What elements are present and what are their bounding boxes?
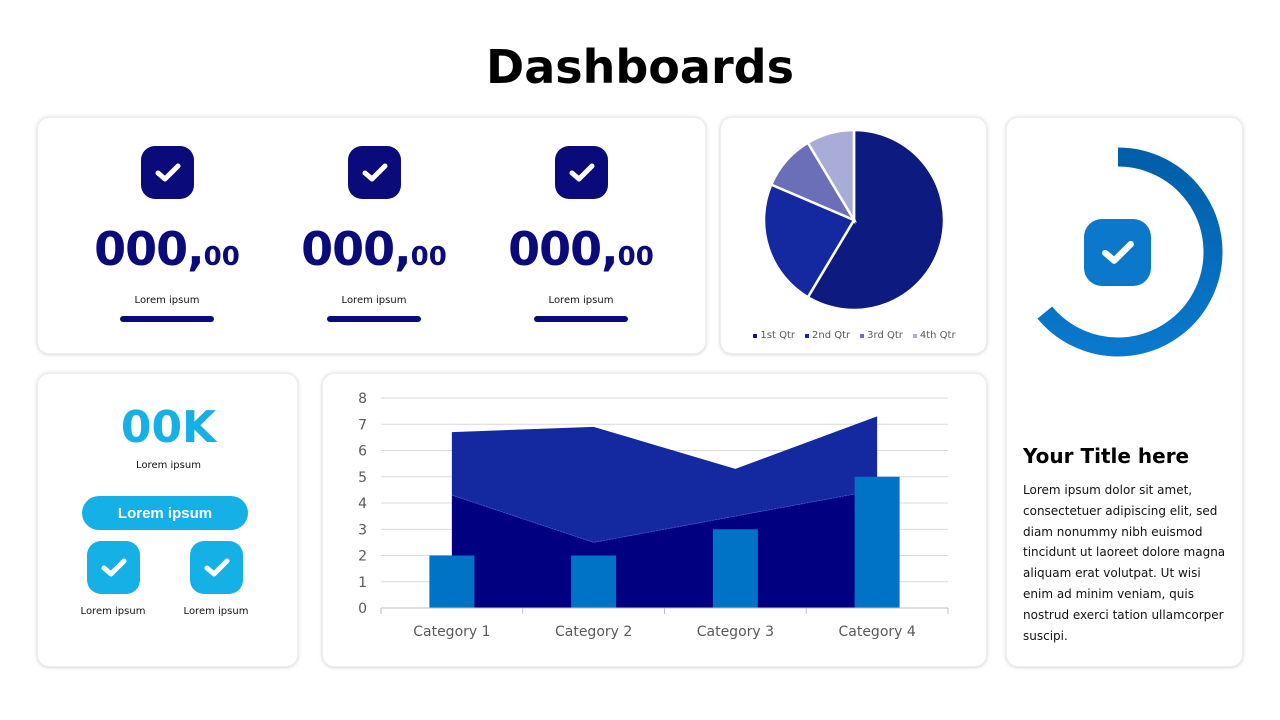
pie-chart: [762, 128, 946, 312]
legend-swatch: [753, 333, 758, 338]
kpi-item: 000,00 Lorem ipsum: [274, 118, 474, 355]
lorem-ipsum-button[interactable]: Lorem ipsum: [82, 496, 248, 530]
x-tick-label: Category 4: [838, 624, 915, 640]
check-icon: [348, 146, 401, 199]
legend-swatch: [805, 333, 809, 338]
kpi-item: 000,00 Lorem ipsum: [481, 118, 681, 355]
y-tick-label: 5: [358, 470, 367, 486]
progress-card: Your Title here Lorem ipsum dolor sit am…: [1006, 117, 1243, 667]
legend-label: 2nd Qtr: [812, 330, 851, 341]
pie-chart-card: 1st Qtr 2nd Qtr 3rd Qtr 4th Qtr: [720, 117, 987, 354]
check-icon: [190, 541, 243, 594]
legend-swatch: [912, 333, 917, 338]
area-series-2: [451, 416, 878, 543]
progress-ring: [1037, 147, 1223, 357]
pie-slice: [806, 128, 946, 312]
y-tick-label: 2: [358, 549, 367, 565]
y-tick-label: 3: [358, 522, 367, 538]
summary-item-label: Lorem ipsum: [183, 606, 249, 617]
x-tick-label: Category 2: [555, 624, 632, 640]
legend-label: 4th Qtr: [919, 330, 956, 341]
kpi-label: Lorem ipsum: [548, 295, 614, 306]
legend-label: 1st Qtr: [760, 330, 795, 341]
legend-item: 4th Qtr: [912, 330, 956, 341]
summary-card: 00K Lorem ipsum Lorem ipsum Lorem ipsum …: [37, 373, 298, 667]
legend-item: 3rd Qtr: [860, 330, 903, 341]
area-bar-chart: 0 1 2 3 4 5 6 7 8 Category 1 Category 2 Category 3 C…: [358, 391, 949, 640]
check-icon: [141, 146, 194, 199]
kpi-value: 000,00: [94, 222, 240, 276]
pie-legend: 1st Qtr 2nd Qtr 3rd Qtr 4th Qtr: [721, 330, 988, 341]
y-tick-label: 0: [358, 601, 367, 617]
kpi-label: Lorem ipsum: [341, 295, 407, 306]
y-tick-label: 6: [358, 444, 367, 460]
kpi-value: 000,00: [508, 222, 654, 276]
summary-value-label: Lorem ipsum: [136, 460, 201, 471]
kpi-value: 000,00: [301, 222, 447, 276]
bar: [429, 555, 475, 608]
y-tick-label: 1: [358, 575, 367, 591]
bar: [712, 529, 758, 608]
check-icon: [87, 541, 140, 594]
bar: [854, 476, 900, 608]
check-icon: [555, 146, 608, 199]
page-title: Dashboards: [486, 40, 794, 94]
pie-slice: [762, 182, 856, 299]
progress-arc: [1037, 147, 1223, 357]
area-chart-card: 0 1 2 3 4 5 6 7 8 Category 1 Category 2 Category 3 C…: [322, 373, 987, 667]
area-series-1: [451, 489, 878, 608]
x-tick-label: Category 1: [413, 624, 490, 640]
pie-slice: [806, 128, 856, 225]
kpi-underline: [327, 316, 421, 322]
kpi-underline: [534, 316, 628, 322]
y-tick-label: 7: [358, 417, 367, 433]
card-body-text: Lorem ipsum dolor sit amet, consectetuer…: [1023, 483, 1226, 643]
x-tick-label: Category 3: [697, 624, 774, 640]
summary-value: 00K: [120, 402, 217, 453]
check-icon: [1084, 219, 1151, 286]
y-tick-label: 4: [358, 496, 367, 512]
kpi-item: 000,00 Lorem ipsum: [67, 118, 267, 355]
legend-swatch: [860, 333, 865, 338]
y-tick-label: 8: [358, 391, 367, 407]
kpi-label: Lorem ipsum: [134, 295, 200, 306]
bar: [571, 555, 617, 608]
card-title: Your Title here: [1023, 444, 1190, 468]
legend-item: 1st Qtr: [753, 330, 795, 341]
legend-label: 3rd Qtr: [867, 330, 903, 341]
summary-item-label: Lorem ipsum: [80, 606, 146, 617]
legend-item: 2nd Qtr: [805, 330, 850, 341]
kpi-underline: [120, 316, 214, 322]
kpi-card: 000,00 Lorem ipsum 000,00 Lorem ipsum 00…: [37, 117, 706, 354]
